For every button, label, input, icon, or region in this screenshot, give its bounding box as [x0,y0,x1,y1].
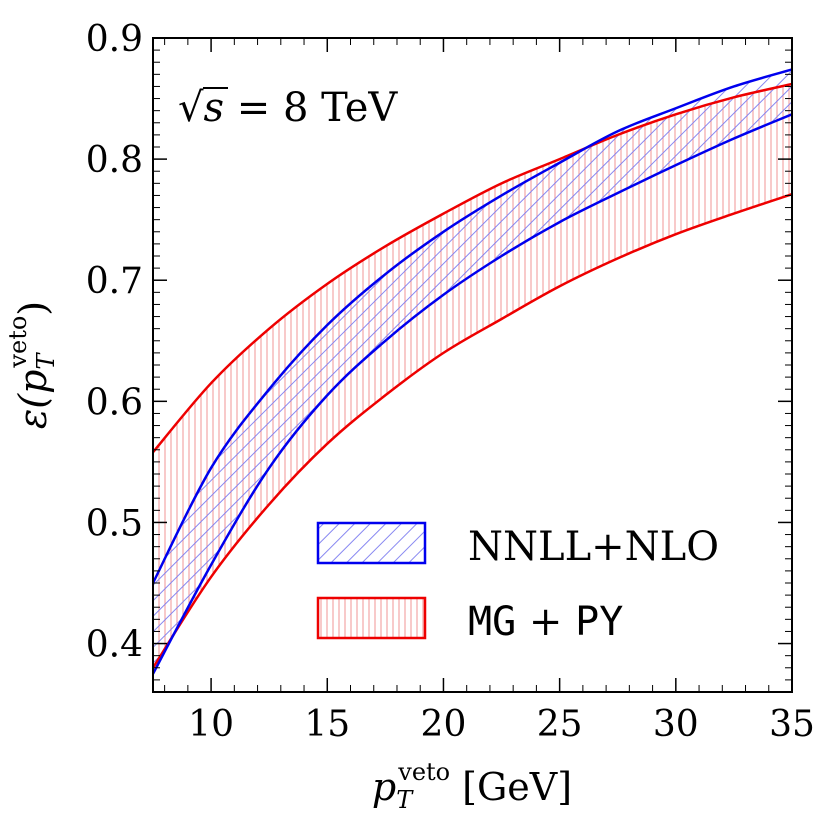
x-tick-label-30: 30 [653,704,699,745]
x-tick-label-35: 35 [769,704,815,745]
legend-label-mg-py: MG + PY [468,599,623,645]
legend-label-mg: MG [468,599,516,645]
y-tick-label-0.6: 0.6 [86,382,143,423]
x-tick-labels: 10 15 20 25 30 35 [188,704,815,745]
band-lower-line-nnll-nlo [153,113,792,675]
y-tick-label-0.9: 0.9 [86,19,143,60]
y-axis-symbol: ε(p [11,370,55,430]
y-axis-label: ε(pTveto) [4,301,60,429]
y-tick-label-0.7: 0.7 [86,261,143,302]
y-tick-label-0.4: 0.4 [86,625,143,666]
band-fill-mg-py [153,84,792,668]
x-axis-symbol: p [372,765,396,809]
energy-annotation-text: √s = 8 TeV [178,85,398,131]
x-axis-subscript: T [396,786,414,814]
legend-label-plus: + [516,599,575,645]
plot-frame [152,37,793,693]
y-axis-subscript: T [32,352,60,370]
x-axis-label: pTveto [GeV] [372,758,572,814]
s-symbol: s [204,85,225,131]
legend-entry-mg-py: MG + PY [316,596,623,645]
y-tick-label-0.8: 0.8 [86,140,143,181]
y-axis-close: ) [11,301,55,316]
y-tick-labels: 0.4 0.5 0.6 0.7 0.8 0.9 [86,19,143,666]
band-upper-line-nnll-nlo [153,68,792,584]
x-axis-superscript: veto [397,758,450,786]
y-tick-label-0.5: 0.5 [86,503,143,544]
x-tick-label-15: 15 [304,704,350,745]
bands-layer [153,68,792,675]
y-axis-superscript: veto [4,316,32,369]
sqrt-symbol: √ [178,85,204,131]
legend-label-py: PY [575,599,623,645]
band-upper-line-mg-py [153,82,792,454]
legend-swatch-mg-py [316,596,427,640]
x-tick-label-25: 25 [537,704,583,745]
x-tick-label-10: 10 [188,704,234,745]
legend-swatch-nnll-nlo [316,521,427,565]
energy-annotation: √s = 8 TeV [178,85,398,131]
legend: NNLL+NLO MG + PY [316,521,719,645]
legend-label-nnll-nlo: NNLL+NLO [468,524,719,570]
band-lower-line-mg-py [153,193,792,669]
minor-ticks [153,38,792,692]
legend-entry-nnll-nlo: NNLL+NLO [316,521,719,570]
x-axis-unit: [GeV] [462,765,572,809]
energy-value: = 8 TeV [224,85,398,131]
x-tick-label-20: 20 [421,704,467,745]
band-fill-nnll-nlo [153,69,792,674]
